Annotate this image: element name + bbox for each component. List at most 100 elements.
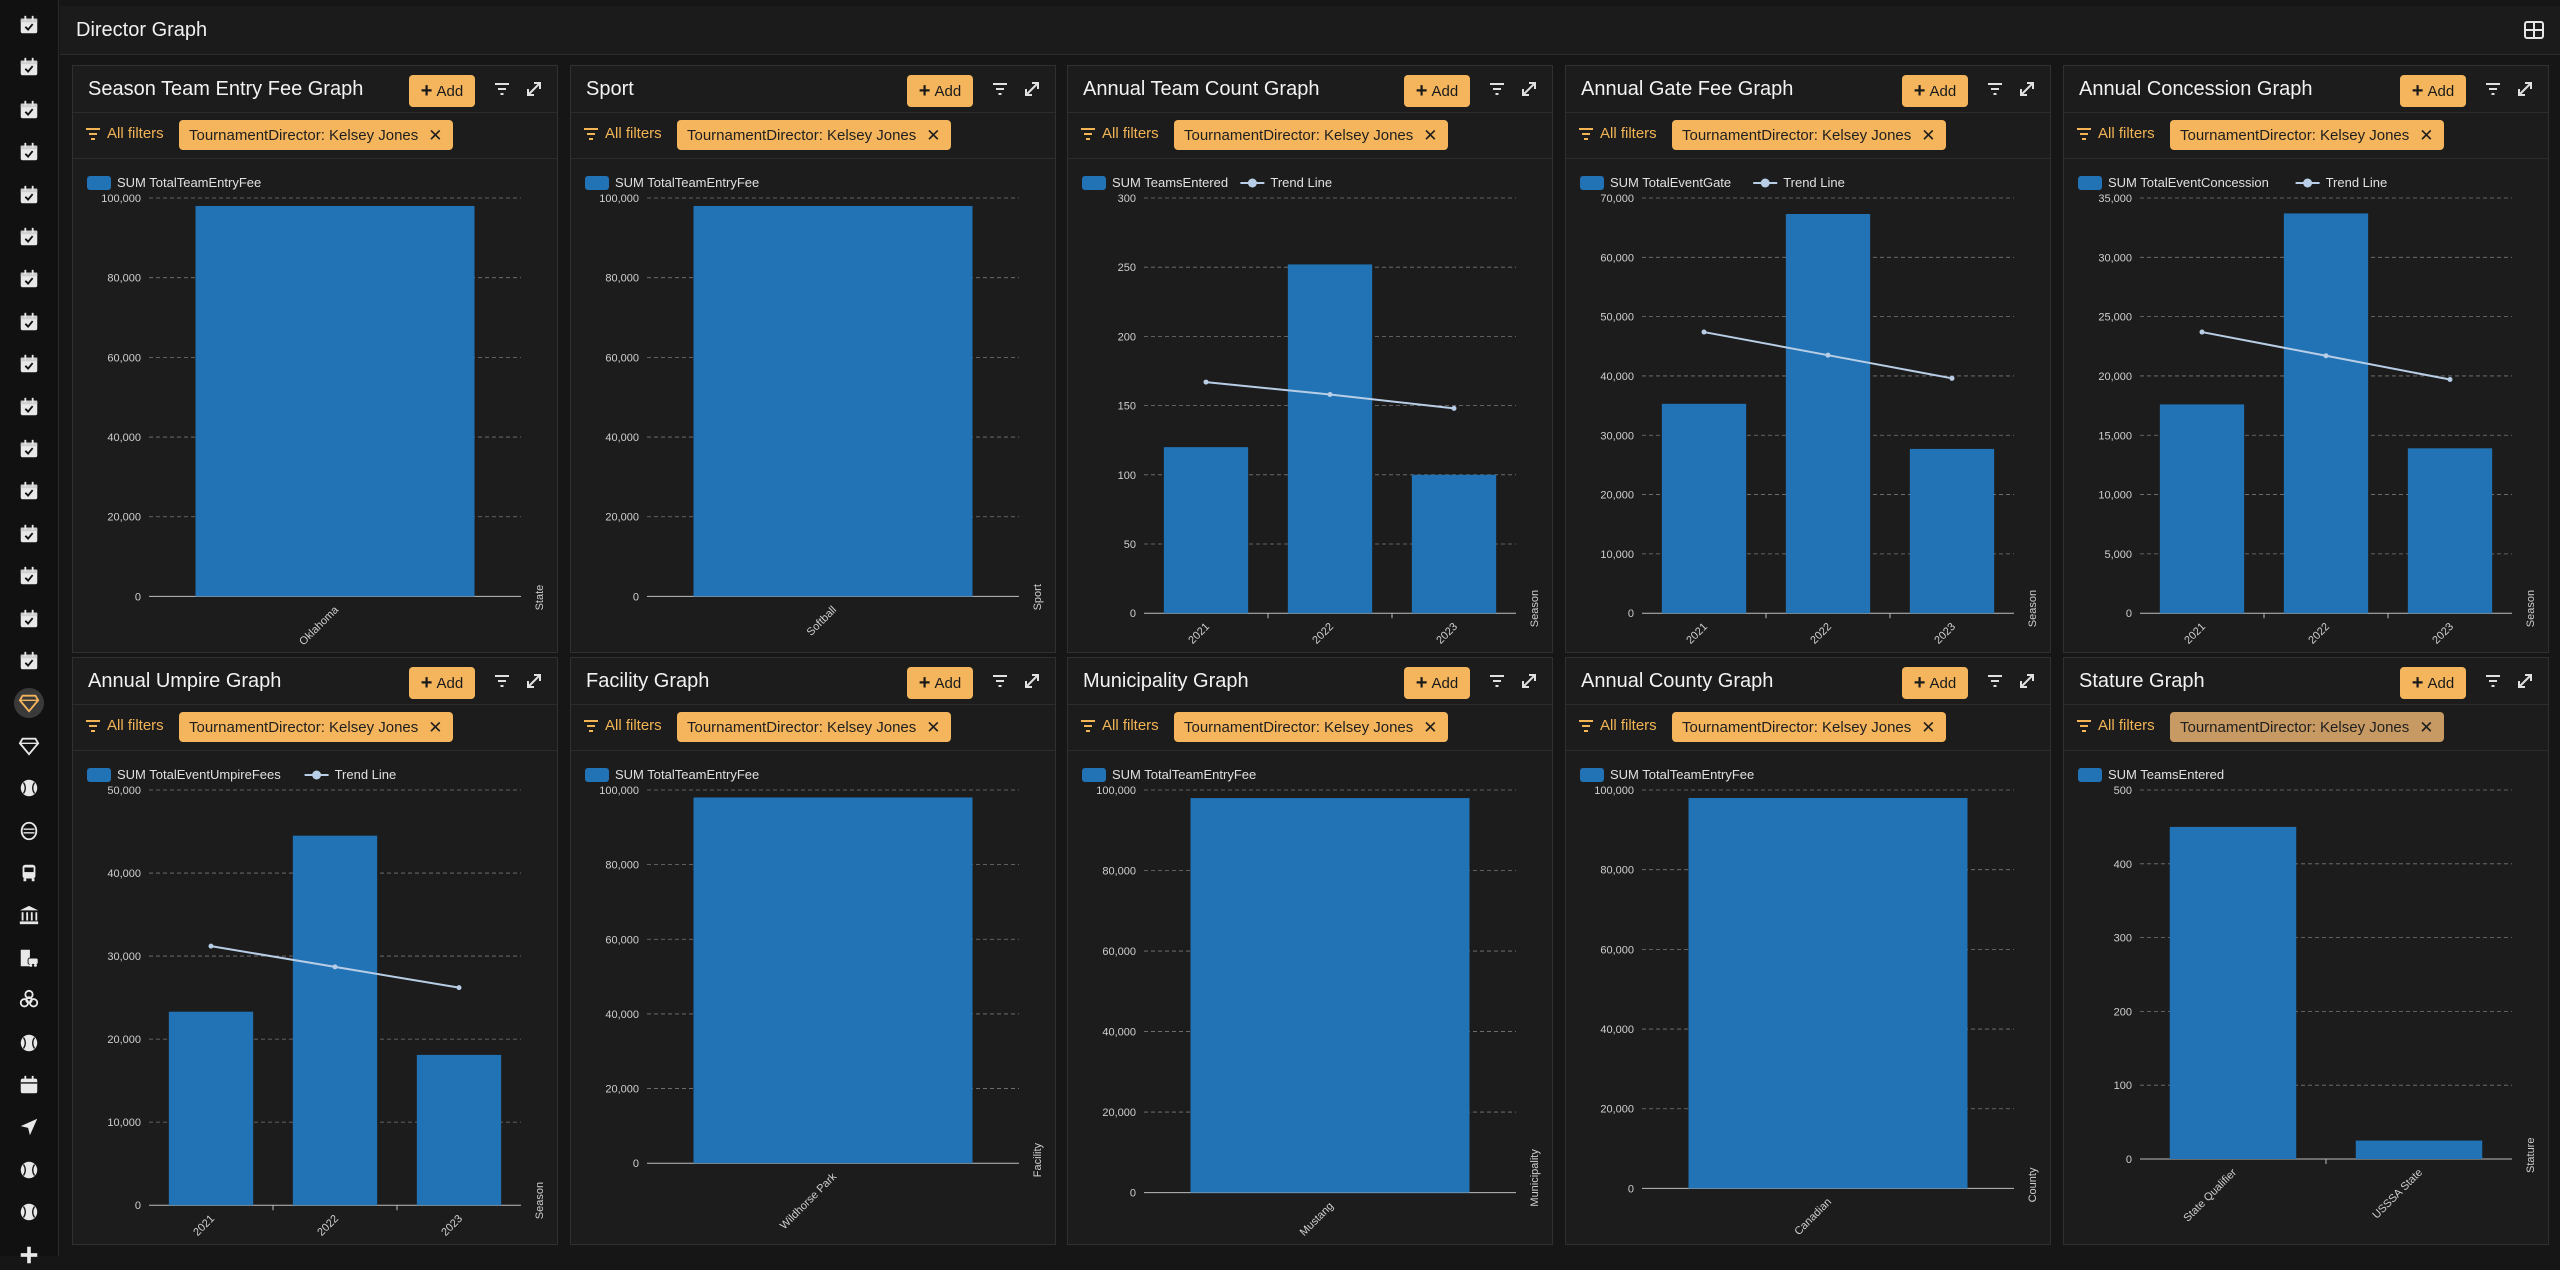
expand-icon[interactable] — [1021, 78, 1043, 100]
trend-point[interactable] — [1203, 379, 1209, 385]
sidebar-item-3[interactable] — [14, 95, 44, 125]
expand-icon[interactable] — [1518, 78, 1540, 100]
expand-icon[interactable] — [2016, 670, 2038, 692]
bar[interactable] — [2407, 448, 2493, 614]
all-filters-button[interactable]: All filters — [1080, 717, 1159, 734]
sidebar-item-1[interactable] — [14, 10, 44, 40]
sidebar-item-24[interactable] — [14, 985, 44, 1015]
add-button[interactable]: + Add — [409, 75, 475, 107]
bar[interactable] — [1163, 447, 1249, 614]
filter-chip[interactable]: TournamentDirector: Kelsey Jones ✕ — [179, 120, 453, 150]
all-filters-button[interactable]: All filters — [583, 125, 662, 142]
trend-point[interactable] — [1949, 375, 1955, 381]
sidebar-item-14[interactable] — [14, 561, 44, 591]
bar[interactable] — [693, 205, 973, 597]
bar[interactable] — [2283, 213, 2369, 614]
bar[interactable] — [1909, 448, 1995, 614]
sidebar-item-28[interactable] — [14, 1155, 44, 1185]
expand-icon[interactable] — [1021, 670, 1043, 692]
all-filters-button[interactable]: All filters — [2076, 717, 2155, 734]
sidebar-item-11[interactable] — [14, 434, 44, 464]
bar[interactable] — [1661, 403, 1747, 614]
sidebar-item-2[interactable] — [14, 52, 44, 82]
bar[interactable] — [693, 797, 973, 1164]
add-button[interactable]: + Add — [409, 667, 475, 699]
filter-chip[interactable]: TournamentDirector: Kelsey Jones ✕ — [179, 712, 453, 742]
remove-filter-icon[interactable]: ✕ — [2419, 717, 2434, 737]
bar[interactable] — [1190, 798, 1470, 1193]
filter-chip[interactable]: TournamentDirector: Kelsey Jones ✕ — [1174, 120, 1448, 150]
layout-grid-icon[interactable] — [2522, 18, 2546, 42]
sidebar-item-7[interactable] — [14, 264, 44, 294]
bar[interactable] — [1785, 214, 1871, 614]
bar[interactable] — [195, 205, 475, 597]
expand-icon[interactable] — [1518, 670, 1540, 692]
filter-chip[interactable]: TournamentDirector: Kelsey Jones ✕ — [2170, 712, 2444, 742]
filter-chip[interactable]: TournamentDirector: Kelsey Jones ✕ — [1672, 712, 1946, 742]
sidebar-item-8[interactable] — [14, 307, 44, 337]
filter-icon[interactable] — [491, 670, 513, 692]
all-filters-button[interactable]: All filters — [1578, 717, 1657, 734]
sidebar-item-26[interactable] — [14, 1070, 44, 1100]
filter-icon[interactable] — [989, 78, 1011, 100]
remove-filter-icon[interactable]: ✕ — [2419, 125, 2434, 145]
remove-filter-icon[interactable]: ✕ — [1921, 717, 1936, 737]
remove-filter-icon[interactable]: ✕ — [926, 717, 941, 737]
all-filters-button[interactable]: All filters — [583, 717, 662, 734]
trend-point[interactable] — [1327, 392, 1333, 398]
sidebar-item-19[interactable] — [14, 773, 44, 803]
add-button[interactable]: + Add — [2400, 75, 2466, 107]
filter-icon[interactable] — [1984, 670, 2006, 692]
add-button[interactable]: + Add — [907, 667, 973, 699]
bar[interactable] — [2169, 826, 2297, 1159]
all-filters-button[interactable]: All filters — [1578, 125, 1657, 142]
add-button[interactable]: + Add — [907, 75, 973, 107]
add-button[interactable]: + Add — [1404, 75, 1470, 107]
add-button[interactable]: + Add — [1902, 75, 1968, 107]
add-button[interactable]: + Add — [2400, 667, 2466, 699]
all-filters-button[interactable]: All filters — [1080, 125, 1159, 142]
expand-icon[interactable] — [2016, 78, 2038, 100]
trend-point[interactable] — [1825, 352, 1831, 358]
remove-filter-icon[interactable]: ✕ — [428, 125, 443, 145]
filter-chip[interactable]: TournamentDirector: Kelsey Jones ✕ — [2170, 120, 2444, 150]
sidebar-item-5[interactable] — [14, 180, 44, 210]
expand-icon[interactable] — [2514, 670, 2536, 692]
filter-chip[interactable]: TournamentDirector: Kelsey Jones ✕ — [677, 712, 951, 742]
sidebar-item-30[interactable] — [14, 1240, 44, 1270]
sidebar-item-17[interactable] — [14, 688, 44, 719]
trend-point[interactable] — [332, 964, 338, 970]
filter-icon[interactable] — [989, 670, 1011, 692]
remove-filter-icon[interactable]: ✕ — [1921, 125, 1936, 145]
sidebar-item-4[interactable] — [14, 137, 44, 167]
bar[interactable] — [1411, 474, 1497, 614]
bar[interactable] — [416, 1054, 502, 1206]
trend-point[interactable] — [1451, 405, 1457, 411]
sidebar-item-10[interactable] — [14, 392, 44, 422]
remove-filter-icon[interactable]: ✕ — [1423, 125, 1438, 145]
filter-icon[interactable] — [1984, 78, 2006, 100]
filter-chip[interactable]: TournamentDirector: Kelsey Jones ✕ — [1174, 712, 1448, 742]
remove-filter-icon[interactable]: ✕ — [926, 125, 941, 145]
sidebar-item-18[interactable] — [14, 731, 44, 761]
filter-icon[interactable] — [491, 78, 513, 100]
filter-icon[interactable] — [2482, 670, 2504, 692]
sidebar-item-6[interactable] — [14, 222, 44, 252]
sidebar-item-21[interactable] — [14, 858, 44, 888]
all-filters-button[interactable]: All filters — [85, 125, 164, 142]
remove-filter-icon[interactable]: ✕ — [428, 717, 443, 737]
trend-point[interactable] — [2199, 329, 2205, 335]
expand-icon[interactable] — [2514, 78, 2536, 100]
add-button[interactable]: + Add — [1404, 667, 1470, 699]
expand-icon[interactable] — [523, 78, 545, 100]
remove-filter-icon[interactable]: ✕ — [1423, 717, 1438, 737]
trend-point[interactable] — [2323, 353, 2329, 359]
bar[interactable] — [168, 1011, 254, 1206]
trend-point[interactable] — [208, 943, 214, 949]
sidebar-item-22[interactable] — [14, 900, 44, 930]
sidebar-item-9[interactable] — [14, 349, 44, 379]
all-filters-button[interactable]: All filters — [2076, 125, 2155, 142]
sidebar-item-23[interactable] — [14, 943, 44, 973]
sidebar-item-27[interactable] — [14, 1112, 44, 1142]
trend-point[interactable] — [2447, 377, 2453, 383]
